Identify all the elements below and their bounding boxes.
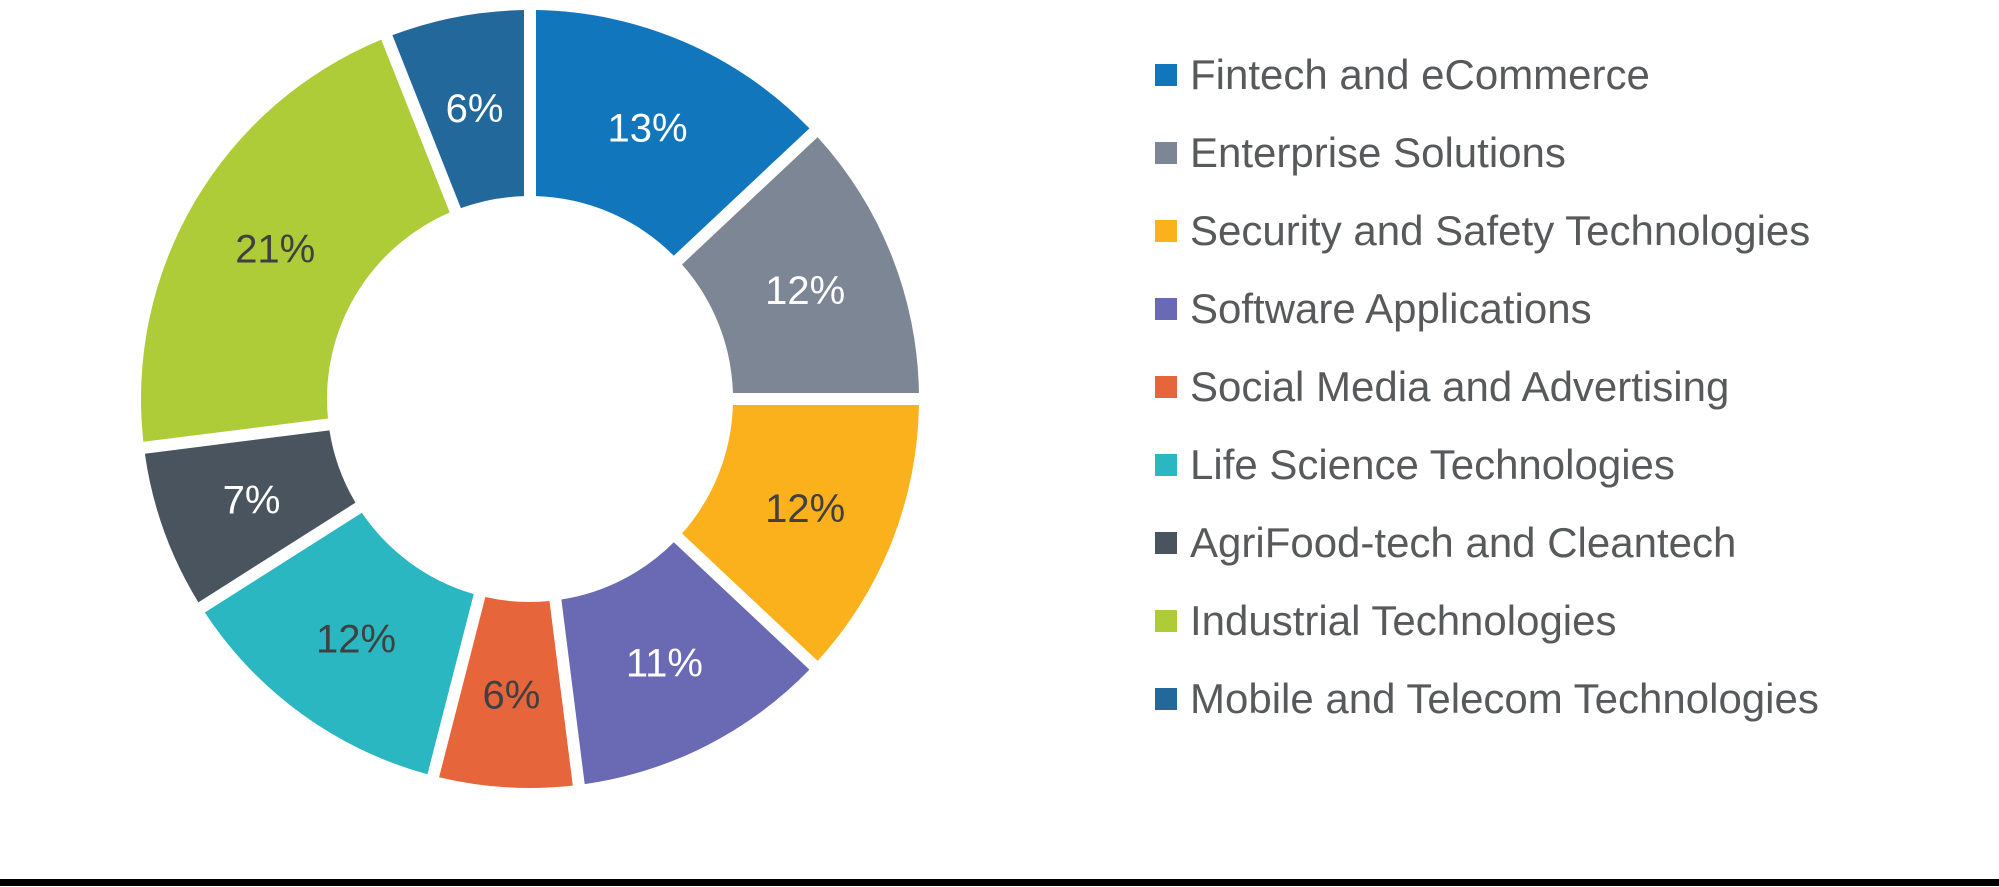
slice-label-industrial-technologies: 21% (235, 227, 315, 271)
legend-item-social-media-and-advertising: Social Media and Advertising (1155, 348, 1819, 426)
slice-social-media-and-advertising (439, 597, 573, 789)
slice-label-enterprise-solutions: 12% (765, 269, 845, 313)
slice-label-life-science-technologies: 12% (316, 617, 396, 661)
slice-mobile-and-telecom-technologies (392, 10, 524, 209)
legend-item-label: Mobile and Telecom Technologies (1190, 675, 1819, 722)
legend-item-life-science-technologies: Life Science Technologies (1155, 426, 1819, 504)
slice-life-science-technologies (204, 512, 474, 775)
legend-item-fintech-and-ecommerce: Fintech and eCommerce (1155, 36, 1819, 114)
slice-industrial-technologies (140, 39, 450, 442)
legend-item-label: Security and Safety Technologies (1190, 207, 1811, 254)
legend-item-label: Life Science Technologies (1190, 441, 1675, 488)
slice-software-applications (561, 542, 810, 785)
slice-label-mobile-and-telecom-technologies: 6% (446, 87, 504, 131)
slice-label-fintech-and-ecommerce: 13% (608, 106, 688, 150)
slice-fintech-and-ecommerce (536, 10, 810, 256)
legend-swatch-icon-enterprise-solutions (1155, 142, 1177, 164)
legend-swatch-icon-software-applications (1155, 298, 1177, 320)
legend-item-industrial-technologies: Industrial Technologies (1155, 582, 1819, 660)
legend-swatch-icon-mobile-and-telecom-technologies (1155, 688, 1177, 710)
legend-item-label: Fintech and eCommerce (1190, 51, 1650, 98)
slice-label-software-applications: 11% (626, 642, 703, 686)
legend-swatch-icon-social-media-and-advertising (1155, 376, 1177, 398)
legend-swatch-icon-life-science-technologies (1155, 454, 1177, 476)
legend-item-software-applications: Software Applications (1155, 270, 1819, 348)
chart-legend: Fintech and eCommerce Enterprise Solutio… (1155, 36, 1819, 738)
legend-swatch-icon-fintech-and-ecommerce (1155, 64, 1177, 86)
legend-item-security-and-safety-technologies: Security and Safety Technologies (1155, 192, 1819, 270)
slice-agrifood-tech-and-cleantech (144, 430, 356, 603)
slice-label-agrifood-tech-and-cleantech: 7% (223, 478, 281, 522)
legend-swatch-icon-agrifood-tech-and-cleantech (1155, 532, 1177, 554)
slice-label-social-media-and-advertising: 6% (483, 673, 541, 717)
legend-item-label: Industrial Technologies (1190, 597, 1617, 644)
legend-swatch-icon-industrial-technologies (1155, 610, 1177, 632)
legend-item-label: Enterprise Solutions (1190, 129, 1566, 176)
legend-item-label: Social Media and Advertising (1190, 363, 1730, 410)
slice-security-and-safety-technologies (682, 405, 919, 661)
slice-label-security-and-safety-technologies: 12% (765, 487, 845, 531)
bottom-rule (0, 879, 1999, 886)
legend-swatch-icon-security-and-safety-technologies (1155, 220, 1177, 242)
legend-item-label: Software Applications (1190, 285, 1592, 332)
legend-item-mobile-and-telecom-technologies: Mobile and Telecom Technologies (1155, 660, 1819, 738)
legend-item-enterprise-solutions: Enterprise Solutions (1155, 114, 1819, 192)
slice-enterprise-solutions (682, 137, 919, 393)
legend-item-agrifood-tech-and-cleantech: AgriFood-tech and Cleantech (1155, 504, 1819, 582)
legend-item-label: AgriFood-tech and Cleantech (1190, 519, 1737, 566)
